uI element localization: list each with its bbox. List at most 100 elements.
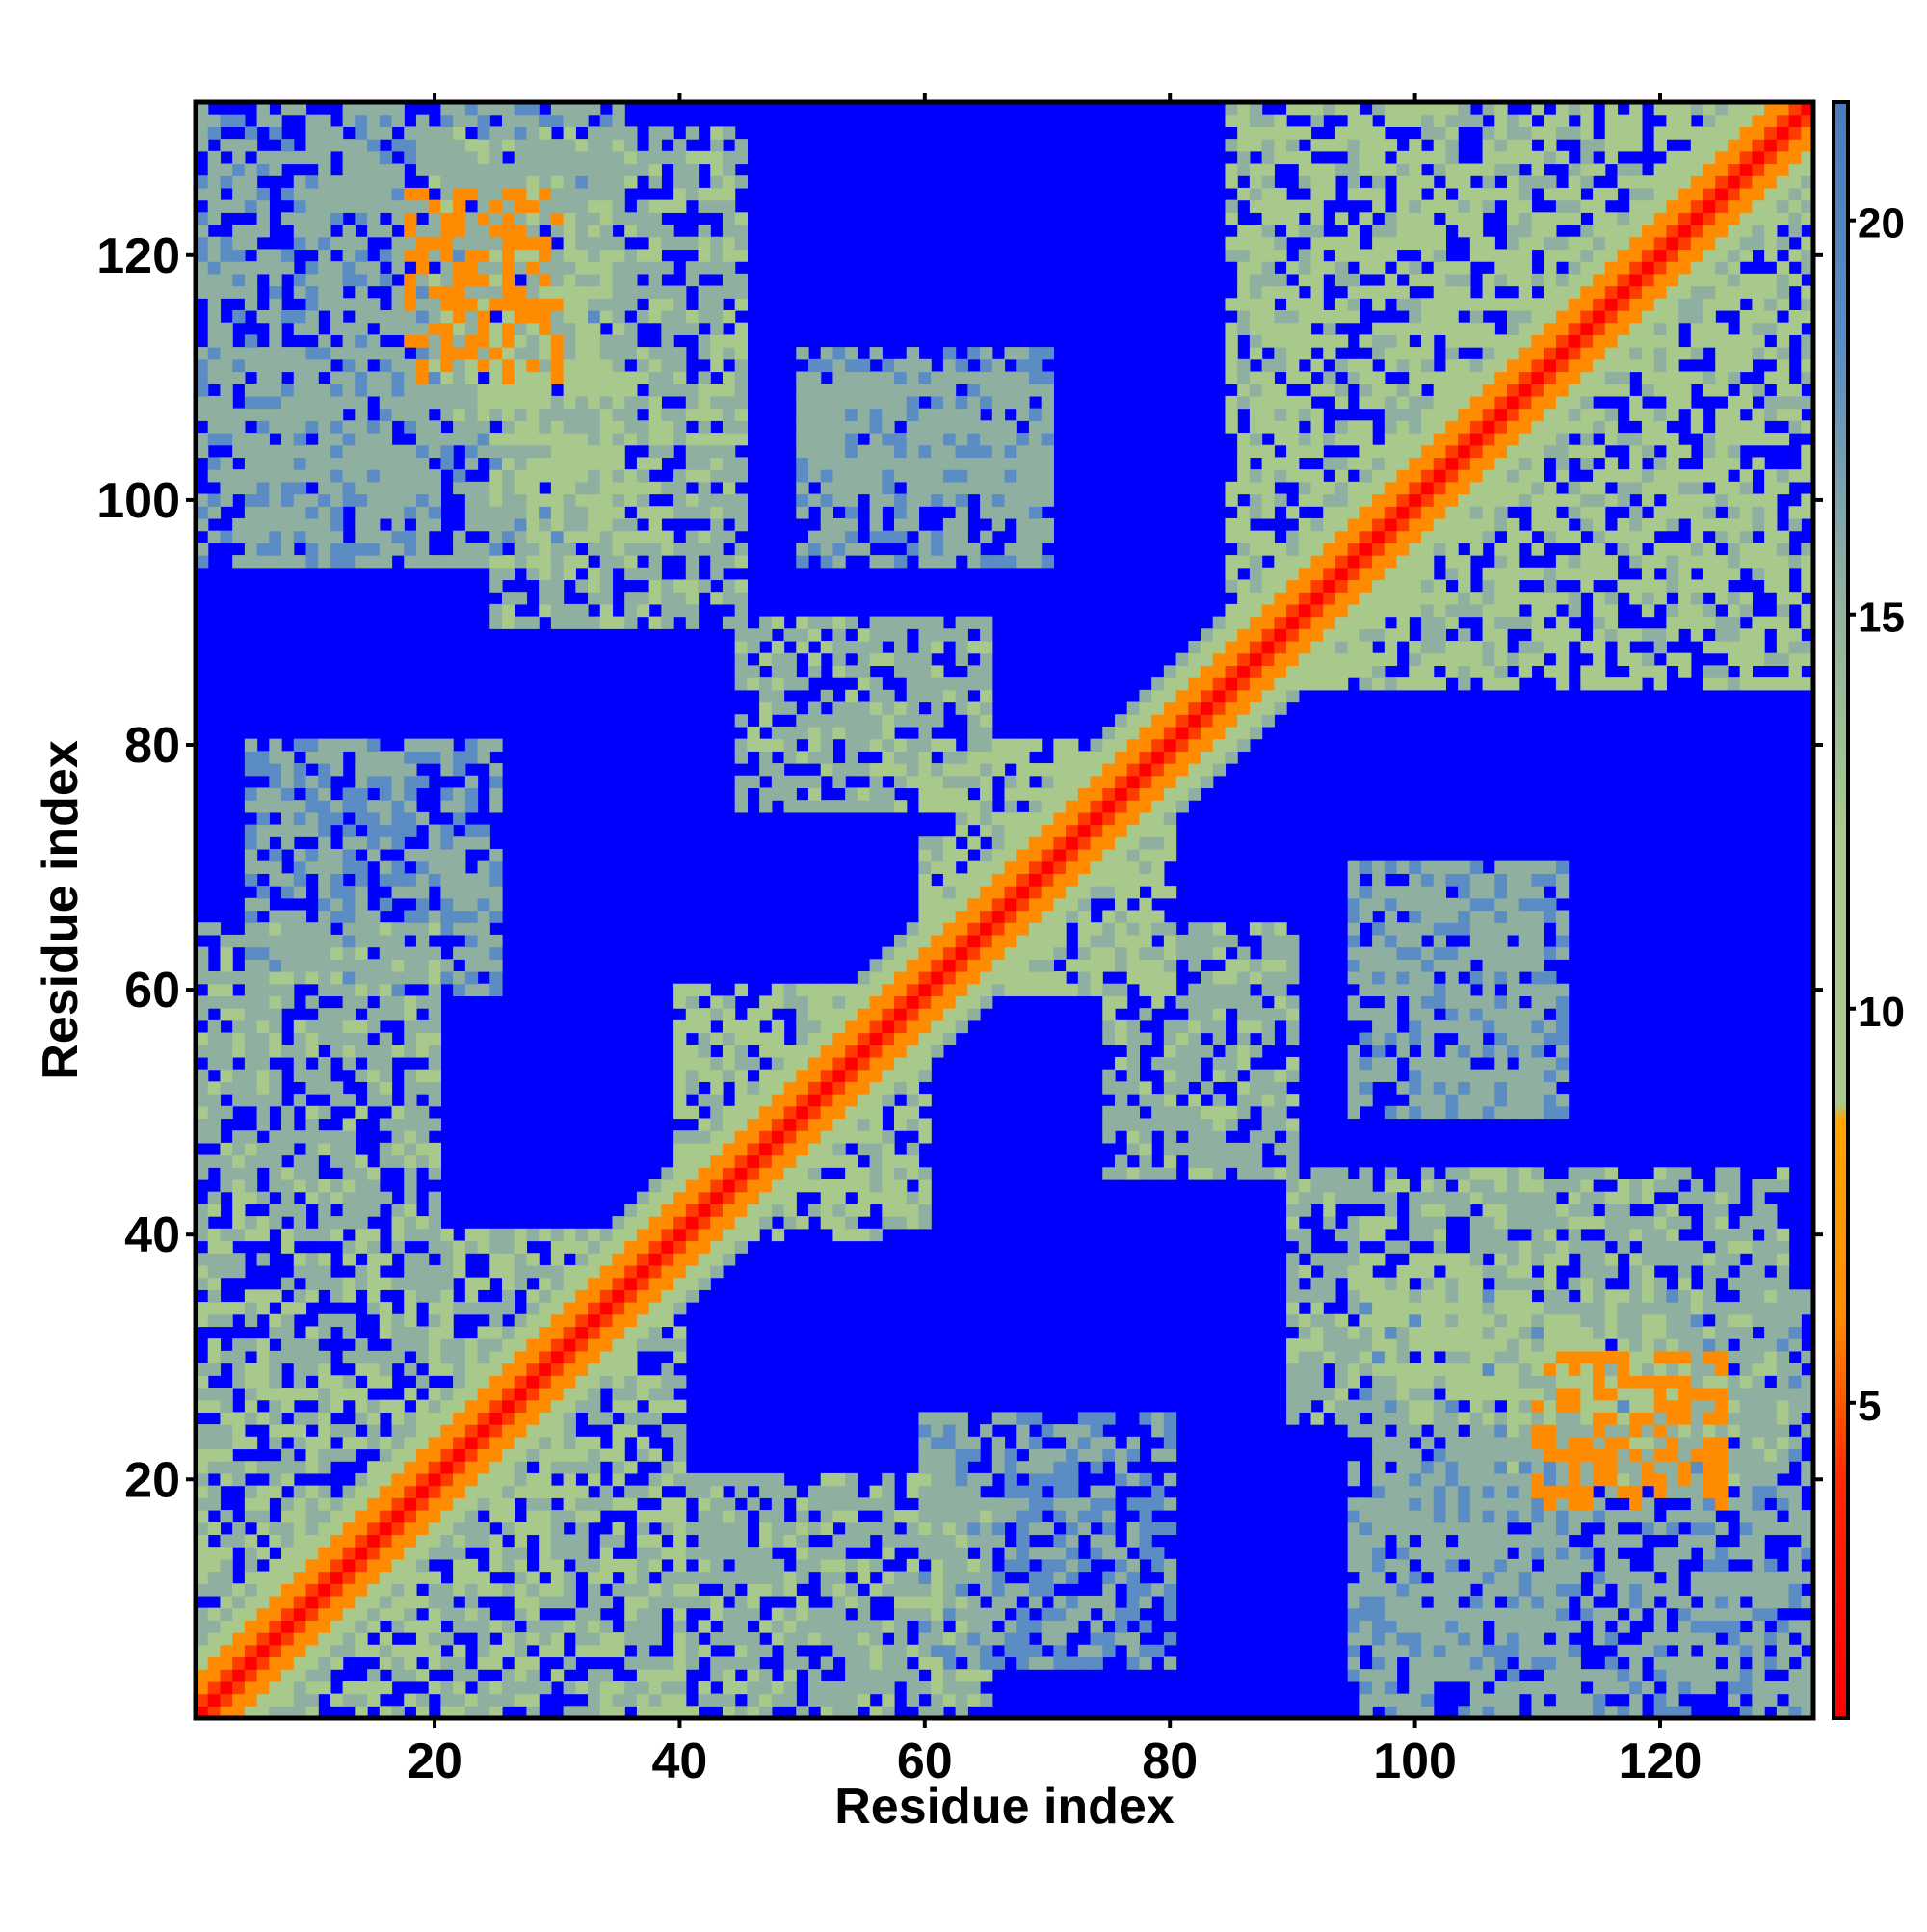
heatmap-cell xyxy=(1518,1302,1533,1315)
heatmap-cell xyxy=(820,1094,834,1107)
heatmap-cell xyxy=(1518,1607,1533,1621)
heatmap-cell xyxy=(1494,1008,1508,1021)
heatmap-cell xyxy=(1286,1216,1300,1230)
heatmap-cell xyxy=(612,1264,625,1279)
heatmap-cell xyxy=(196,1387,209,1401)
heatmap-cell xyxy=(563,1595,576,1609)
heatmap-cell xyxy=(1090,1436,1103,1450)
heatmap-cell xyxy=(820,1656,834,1670)
heatmap-cell xyxy=(1641,1326,1655,1339)
heatmap-cell xyxy=(1433,1547,1447,1560)
heatmap-cell xyxy=(342,1693,356,1707)
heatmap-cell xyxy=(1617,1669,1630,1682)
heatmap-cell xyxy=(391,1706,405,1719)
heatmap-cell xyxy=(1114,1032,1128,1045)
heatmap-cell xyxy=(673,1558,687,1573)
heatmap-cell xyxy=(1237,1142,1251,1156)
heatmap-cell xyxy=(1690,1485,1704,1498)
heatmap-cell xyxy=(1568,1669,1581,1682)
heatmap-cell xyxy=(256,1571,270,1584)
heatmap-cell xyxy=(1359,1313,1373,1328)
heatmap-cell xyxy=(1727,1547,1741,1560)
heatmap-cell xyxy=(1066,1547,1079,1560)
heatmap-cell xyxy=(734,1472,748,1487)
heatmap-cell xyxy=(575,1399,589,1413)
heatmap-cell xyxy=(1764,1216,1778,1230)
heatmap-cell xyxy=(1507,1191,1520,1204)
heatmap-cell xyxy=(991,934,1006,948)
heatmap-cell xyxy=(1555,995,1570,1009)
heatmap-cell xyxy=(477,1632,490,1646)
heatmap-cell xyxy=(1347,1350,1360,1364)
heatmap-cell xyxy=(1347,1363,1360,1376)
heatmap-cell xyxy=(305,1289,319,1303)
heatmap-cell xyxy=(771,1681,785,1695)
heatmap-cell xyxy=(489,1472,503,1487)
heatmap-cell xyxy=(404,1387,417,1401)
heatmap-cell xyxy=(734,1216,748,1230)
heatmap-cell xyxy=(624,1412,638,1425)
heatmap-cell xyxy=(612,1326,625,1339)
heatmap-cell xyxy=(942,1547,957,1560)
heatmap-cell xyxy=(980,1632,993,1646)
heatmap-cell xyxy=(281,995,295,1009)
heatmap-cell xyxy=(355,1436,368,1450)
heatmap-cell xyxy=(661,1472,674,1487)
heatmap-cell xyxy=(955,1534,968,1548)
heatmap-cell xyxy=(661,1583,674,1597)
heatmap-cell xyxy=(1580,1706,1594,1719)
heatmap-cell xyxy=(281,1620,295,1633)
heatmap-cell xyxy=(1494,1607,1508,1621)
heatmap-cell xyxy=(489,1264,503,1279)
heatmap-cell xyxy=(1764,1510,1778,1523)
heatmap-cell xyxy=(1555,1326,1570,1339)
heatmap-cell xyxy=(269,922,282,936)
heatmap-cell xyxy=(636,1583,650,1597)
heatmap-cell xyxy=(1077,922,1092,936)
heatmap-cell xyxy=(318,910,331,923)
heatmap-cell xyxy=(955,959,968,972)
heatmap-cell xyxy=(207,1094,222,1107)
heatmap-cell xyxy=(955,1424,968,1438)
heatmap-cell xyxy=(918,1204,932,1217)
heatmap-cell xyxy=(1163,1118,1177,1131)
heatmap-cell xyxy=(415,1632,430,1646)
heatmap-cell xyxy=(1776,1338,1790,1352)
heatmap-cell xyxy=(293,1204,307,1217)
heatmap-cell xyxy=(1653,1472,1667,1487)
heatmap-cell xyxy=(293,1534,307,1548)
heatmap-cell xyxy=(1163,1424,1177,1438)
heatmap-cell xyxy=(1531,1179,1544,1193)
heatmap-cell xyxy=(1445,1253,1459,1266)
heatmap-cell xyxy=(305,1228,319,1242)
heatmap-cell xyxy=(1016,873,1030,887)
heatmap-cell xyxy=(1420,1302,1435,1315)
heatmap-cell xyxy=(1568,1448,1581,1462)
heatmap-cell xyxy=(882,1081,895,1095)
heatmap-cell xyxy=(1066,1595,1079,1609)
heatmap-cell xyxy=(1666,1669,1679,1682)
heatmap-cell xyxy=(1593,1277,1606,1290)
heatmap-cell xyxy=(1445,1313,1459,1328)
heatmap-cell xyxy=(857,1681,871,1695)
heatmap-cell xyxy=(636,1191,650,1204)
heatmap-cell xyxy=(1028,910,1043,923)
heatmap-cell xyxy=(1666,1399,1679,1413)
heatmap-cell xyxy=(1286,1167,1300,1180)
heatmap-cell xyxy=(1518,1681,1533,1695)
heatmap-cell xyxy=(1334,1167,1349,1180)
heatmap-cell xyxy=(980,1669,993,1682)
heatmap-cell xyxy=(404,1094,417,1107)
heatmap-cell xyxy=(1372,1424,1386,1438)
heatmap-cell xyxy=(514,1264,528,1279)
heatmap-cell xyxy=(1433,1216,1447,1230)
heatmap-cell xyxy=(1396,1277,1410,1290)
heatmap-cell xyxy=(807,1045,822,1058)
heatmap-cell xyxy=(624,1313,638,1328)
heatmap-cell xyxy=(1433,1056,1447,1071)
heatmap-cell xyxy=(391,1204,405,1217)
heatmap-cell xyxy=(404,1510,417,1523)
heatmap-cell xyxy=(1286,959,1300,972)
heatmap-cell xyxy=(857,1656,871,1670)
heatmap-cell xyxy=(1261,1081,1275,1095)
